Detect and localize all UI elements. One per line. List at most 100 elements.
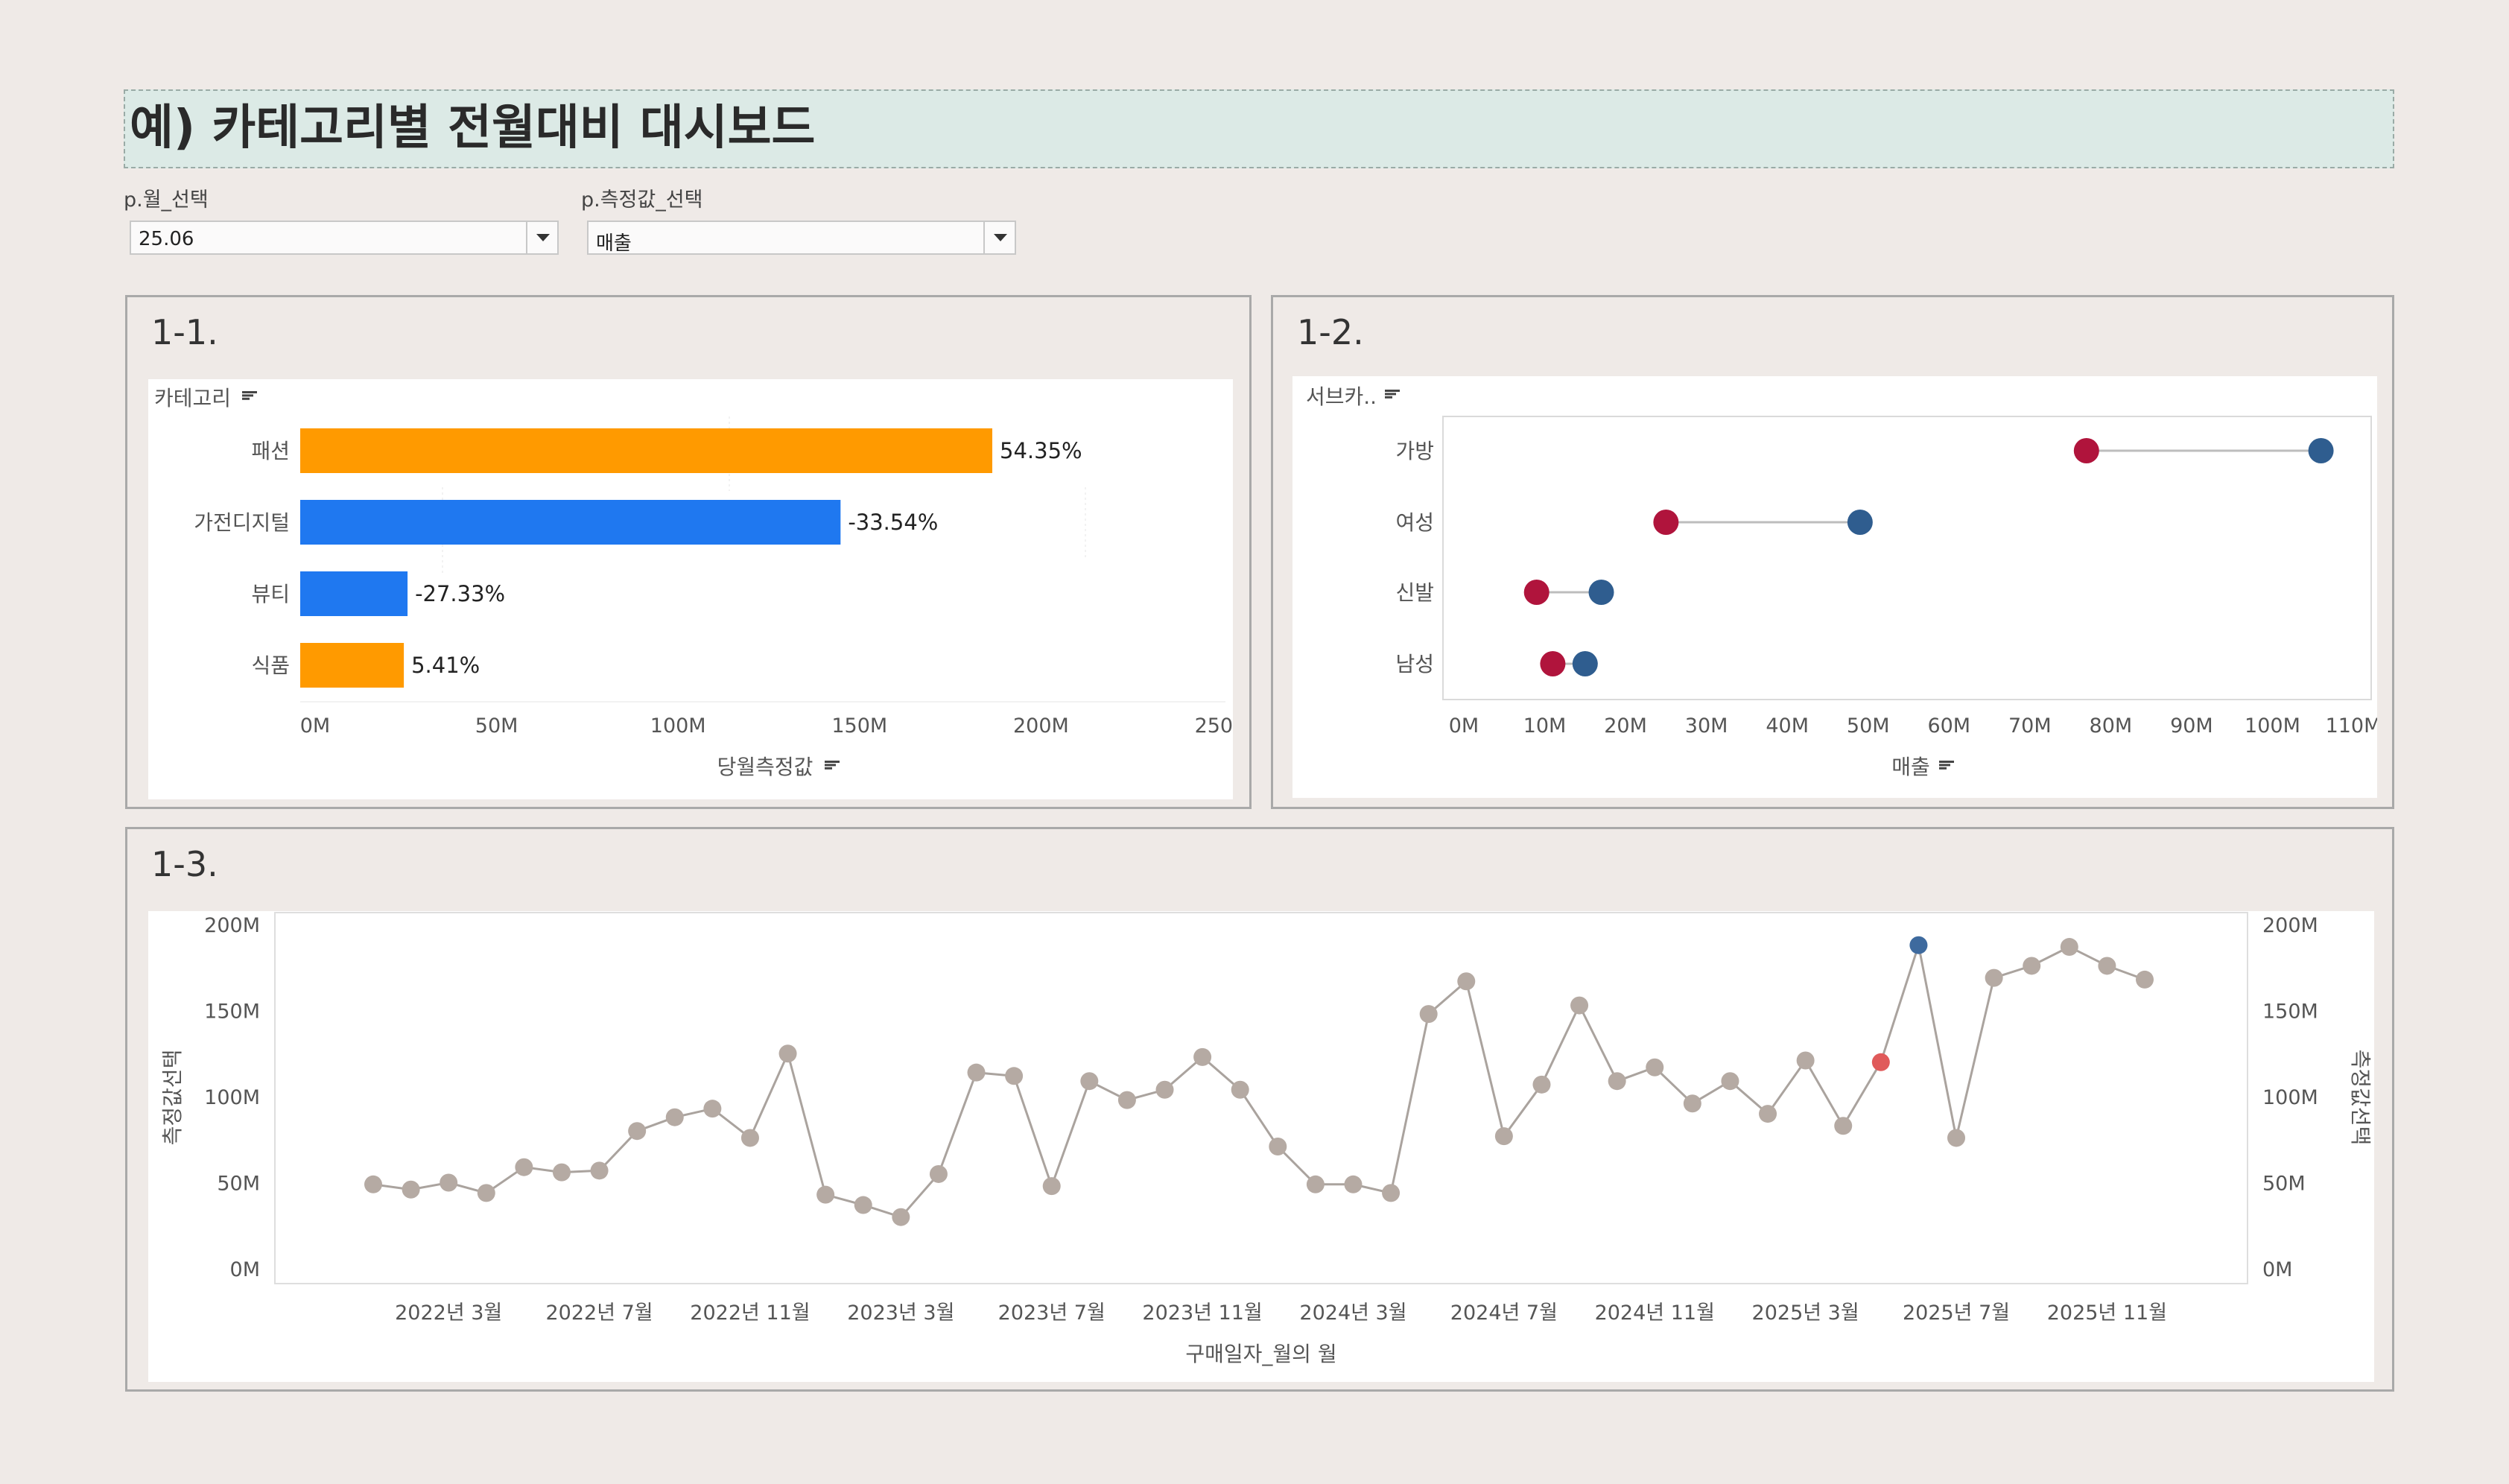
data-point[interactable] <box>1457 972 1476 991</box>
data-point[interactable] <box>1646 1058 1664 1076</box>
category-label: 패션 <box>251 439 290 463</box>
x-tick-label: 2023년 11월 <box>1142 1301 1262 1325</box>
data-point[interactable] <box>778 1044 797 1063</box>
x-tick-label: 90M <box>2170 714 2213 738</box>
x-tick-label: 2024년 11월 <box>1595 1301 1715 1325</box>
x-tick-label: 200M <box>1013 714 1069 738</box>
x-tick-label: 2025년 11월 <box>2047 1301 2167 1325</box>
chart-area: 카테고리 패션 54.35% 가전디지털 -33.54% 뷰티 -27.33% 식품 5.41%… <box>148 379 1250 799</box>
data-point[interactable] <box>1608 1072 1626 1091</box>
data-point[interactable] <box>1117 1091 1136 1109</box>
data-point[interactable] <box>854 1196 872 1214</box>
point-current[interactable] <box>1588 580 1614 605</box>
sort-icon[interactable] <box>1939 761 1954 770</box>
point-prev[interactable] <box>1540 651 1566 676</box>
data-point[interactable] <box>892 1208 910 1226</box>
data-point[interactable] <box>1759 1105 1777 1123</box>
bar[interactable] <box>300 500 841 545</box>
data-point[interactable] <box>2098 957 2116 975</box>
data-point[interactable] <box>1382 1184 1401 1202</box>
data-point[interactable] <box>1080 1072 1099 1091</box>
data-point[interactable] <box>590 1161 609 1180</box>
data-label: -33.54% <box>848 510 938 535</box>
x-tick-label: 2022년 11월 <box>690 1301 810 1325</box>
data-point[interactable] <box>1306 1175 1325 1193</box>
data-point[interactable] <box>1193 1047 1212 1066</box>
bar[interactable] <box>300 643 405 688</box>
data-point[interactable] <box>2023 957 2041 975</box>
data-point[interactable] <box>1532 1075 1551 1094</box>
data-point[interactable] <box>1985 968 2003 987</box>
data-point[interactable] <box>440 1173 458 1192</box>
x-tick-label: 80M <box>2090 714 2133 738</box>
sort-icon[interactable] <box>825 761 840 770</box>
category-label: 식품 <box>251 653 290 678</box>
param-measure-label: p.측정값_선택 <box>581 188 703 212</box>
data-point[interactable] <box>1834 1117 1853 1135</box>
data-point[interactable] <box>628 1122 647 1141</box>
y-tick-label-right: 0M <box>2262 1258 2292 1281</box>
data-point[interactable] <box>552 1163 571 1182</box>
sort-icon[interactable] <box>1385 390 1400 399</box>
data-point[interactable] <box>1042 1177 1061 1196</box>
panel-title: 1-3. <box>151 844 218 884</box>
sort-icon[interactable] <box>242 391 257 400</box>
point-prev[interactable] <box>1653 510 1679 535</box>
x-tick-label: 40M <box>1766 714 1809 738</box>
x-tick-label: 50M <box>475 714 518 738</box>
point-current[interactable] <box>1847 510 1873 535</box>
point-current[interactable] <box>1572 651 1598 676</box>
chevron-down-icon[interactable] <box>983 222 1015 253</box>
chart-area: 0M 0M 50M 50M 100M 100M 150M 150M 200M 200M 측정값선택 측… <box>148 911 2374 1382</box>
x-tick-label: 2022년 3월 <box>395 1301 502 1325</box>
data-point[interactable] <box>1871 1053 1890 1071</box>
data-point[interactable] <box>515 1158 533 1176</box>
data-point[interactable] <box>929 1164 948 1183</box>
panel-title: 1-1. <box>151 312 218 352</box>
monthly-trend-line-chart[interactable]: 0M 0M 50M 50M 100M 100M 150M 150M 200M 200M 측정값선택 측… <box>148 911 2374 1382</box>
data-point[interactable] <box>665 1108 684 1126</box>
data-point[interactable] <box>816 1185 835 1204</box>
x-tick-label: 30M <box>1685 714 1728 738</box>
point-prev[interactable] <box>1523 580 1550 605</box>
data-point[interactable] <box>1269 1137 1287 1155</box>
x-tick-label: 2025년 7월 <box>1903 1301 2010 1325</box>
data-point[interactable] <box>1344 1175 1363 1193</box>
bar[interactable] <box>300 428 993 473</box>
data-point[interactable] <box>1494 1127 1513 1146</box>
chevron-down-icon[interactable] <box>526 222 557 253</box>
bar[interactable] <box>300 571 408 616</box>
y-tick-label-right: 200M <box>2262 914 2318 937</box>
data-point[interactable] <box>967 1063 986 1082</box>
data-point[interactable] <box>1005 1067 1024 1085</box>
data-point[interactable] <box>1796 1051 1815 1070</box>
data-point[interactable] <box>1947 1129 1966 1147</box>
category-label: 남성 <box>1395 652 1434 676</box>
data-point[interactable] <box>364 1175 382 1193</box>
month-select[interactable]: 25.06 <box>130 221 559 255</box>
data-point[interactable] <box>1419 1005 1438 1024</box>
data-point[interactable] <box>1570 996 1589 1015</box>
point-prev[interactable] <box>2073 438 2099 463</box>
x-tick-label: 2025년 3월 <box>1752 1301 1859 1325</box>
data-point[interactable] <box>2136 970 2154 989</box>
data-point[interactable] <box>2060 938 2078 957</box>
category-label: 가방 <box>1395 439 1434 463</box>
data-point[interactable] <box>402 1180 420 1199</box>
point-current[interactable] <box>2308 438 2334 463</box>
data-label: 54.35% <box>1000 438 1082 463</box>
data-point[interactable] <box>1231 1080 1249 1099</box>
y-axis-title-left: 측정값선택 <box>160 1050 185 1146</box>
x-axis-title: 매출 <box>1891 755 1930 779</box>
data-point[interactable] <box>1155 1080 1174 1099</box>
data-point[interactable] <box>1909 936 1928 954</box>
data-point[interactable] <box>1721 1072 1739 1091</box>
data-point[interactable] <box>477 1184 495 1202</box>
x-axis-title: 구매일자_월의 월 <box>1185 1342 1336 1366</box>
data-point[interactable] <box>740 1129 759 1147</box>
data-point[interactable] <box>703 1100 722 1118</box>
data-point[interactable] <box>1683 1094 1701 1113</box>
measure-select[interactable]: 매출 <box>587 221 1016 255</box>
